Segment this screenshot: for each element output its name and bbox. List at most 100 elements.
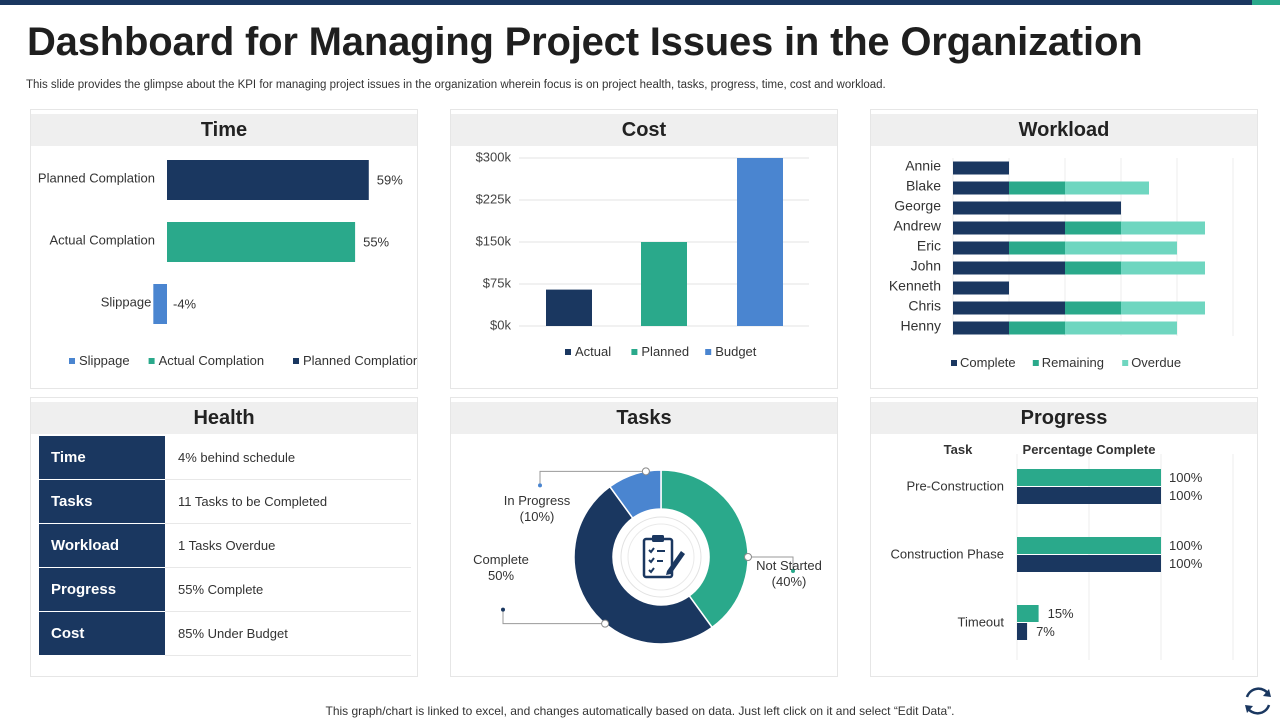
health-value: 55% Complete	[165, 567, 411, 612]
progress-task-label: Construction Phase	[891, 546, 1004, 561]
tasks-leader-dot	[538, 483, 542, 488]
tasks-slice-label: (10%)	[520, 509, 555, 524]
health-table: Time 4% behind schedule Tasks 11 Tasks t…	[39, 436, 411, 656]
progress-value-label: 100%	[1169, 488, 1203, 503]
time-bar	[167, 160, 369, 200]
tasks-donut-slice	[608, 469, 662, 520]
progress-panel: Progress Task Percentage Complete Pre-Cons…	[870, 397, 1258, 677]
progress-bar	[1017, 605, 1039, 622]
health-value: 1 Tasks Overdue	[165, 523, 411, 568]
tasks-slice-label: (40%)	[772, 574, 807, 589]
cost-bar	[737, 158, 783, 326]
time-value-label: 55%	[363, 234, 389, 249]
top-accent-bar-end	[1252, 0, 1280, 5]
cost-legend-label: Budget	[715, 344, 757, 359]
workload-bar-segment	[953, 321, 1009, 335]
health-value: 4% behind schedule	[165, 436, 411, 480]
cost-panel-title: Cost	[451, 114, 837, 146]
workload-legend-label: Complete	[960, 355, 1016, 370]
workload-name-label: Henny	[901, 318, 941, 334]
time-panel: Time Planned Complation 59% Actual Complat…	[30, 109, 418, 389]
cost-bar	[641, 242, 687, 326]
cost-y-tick: $225k	[476, 191, 512, 206]
cost-panel: Cost $0k $75k $150k $225k $300k Actual Planned…	[450, 109, 838, 389]
cost-y-tick: $0k	[490, 317, 511, 332]
time-chart[interactable]: Planned Complation 59% Actual Complation 55…	[31, 110, 417, 388]
workload-legend-swatch	[951, 360, 957, 366]
workload-bar-segment	[1065, 321, 1177, 335]
workload-name-label: Blake	[906, 178, 941, 194]
progress-column-header: Percentage Complete	[1023, 442, 1156, 457]
workload-name-label: Annie	[905, 158, 941, 174]
workload-bar-segment	[1009, 321, 1065, 335]
tasks-leader-anchor	[641, 467, 650, 476]
workload-bar-segment	[953, 261, 1065, 275]
top-accent-bar	[0, 0, 1252, 5]
health-value: 11 Tasks to be Completed	[165, 479, 411, 524]
cost-y-tick: $75k	[483, 275, 512, 290]
progress-value-label: 100%	[1169, 470, 1203, 485]
time-bar	[153, 284, 167, 324]
cost-chart[interactable]: $0k $75k $150k $225k $300k Actual Planned Budge…	[451, 110, 837, 388]
time-bar	[167, 222, 356, 262]
workload-legend-swatch	[1122, 360, 1129, 366]
tasks-slice-label: 50%	[488, 568, 514, 583]
workload-bar-segment	[953, 241, 1009, 255]
page-title: Dashboard for Managing Project Issues in…	[27, 20, 1143, 64]
workload-bar-segment	[1065, 181, 1149, 195]
time-category-label: Actual Complation	[50, 232, 156, 247]
tasks-panel-title: Tasks	[451, 402, 837, 434]
workload-bar-segment	[1009, 181, 1065, 195]
health-panel: Health Time 4% behind schedule Tasks 11 …	[30, 397, 418, 677]
workload-panel: Workload Annie Blake George Andrew Eric John K…	[870, 109, 1258, 389]
cost-bar	[546, 289, 592, 326]
tasks-leader-anchor	[601, 619, 610, 628]
workload-bar-segment	[1065, 261, 1121, 275]
time-legend-swatch	[148, 358, 155, 364]
progress-value-label: 100%	[1169, 538, 1203, 553]
progress-value-label: 15%	[1048, 606, 1074, 621]
workload-bar-segment	[1121, 301, 1205, 315]
tasks-leader-dot	[791, 569, 795, 573]
progress-bar	[1017, 555, 1161, 572]
tasks-leader-line	[539, 470, 646, 486]
workload-name-label: Chris	[908, 298, 941, 314]
tasks-leader-line	[502, 609, 606, 625]
tasks-donut-slice	[573, 485, 714, 645]
cost-y-tick: $300k	[476, 149, 512, 164]
cost-legend-label: Planned	[641, 344, 689, 359]
workload-name-label: Kenneth	[889, 278, 941, 294]
tasks-panel: Tasks Not Started (40%) Complete 50% In Prog…	[450, 397, 838, 677]
clipboard-checklist-icon	[642, 535, 685, 579]
health-row-tasks: Tasks 11 Tasks to be Completed	[39, 479, 411, 524]
health-key: Tasks	[39, 479, 165, 524]
time-category-label: Slippage	[101, 294, 152, 309]
time-legend-swatch	[69, 358, 75, 364]
progress-panel-title: Progress	[871, 402, 1257, 434]
health-value: 85% Under Budget	[165, 611, 411, 656]
tasks-leader-dot	[501, 607, 505, 612]
footer-note: This graph/chart is linked to excel, and…	[325, 704, 955, 718]
progress-task-label: Timeout	[958, 614, 1005, 629]
time-legend-label: Slippage	[79, 353, 130, 368]
tasks-slice-label: In Progress	[504, 493, 571, 508]
progress-chart[interactable]: Task Percentage Complete Pre-Construction 1…	[871, 398, 1257, 676]
health-panel-title: Health	[31, 402, 417, 434]
workload-bar-segment	[1065, 301, 1121, 315]
workload-bar-segment	[953, 221, 1065, 235]
progress-value-label: 100%	[1169, 556, 1203, 571]
tasks-leader-line	[748, 556, 794, 571]
health-key: Cost	[39, 611, 165, 656]
health-row-cost: Cost 85% Under Budget	[39, 611, 411, 656]
workload-chart[interactable]: Annie Blake George Andrew Eric John Kenneth Chr…	[871, 110, 1257, 388]
workload-legend-label: Remaining	[1042, 355, 1104, 370]
health-key: Time	[39, 436, 165, 480]
workload-bar-segment	[1121, 261, 1205, 275]
progress-bar	[1017, 537, 1161, 554]
refresh-icon[interactable]	[1240, 683, 1276, 719]
workload-name-label: John	[911, 258, 941, 274]
time-legend-label: Planned Complation	[303, 353, 417, 368]
health-row-workload: Workload 1 Tasks Overdue	[39, 523, 411, 568]
health-row-progress: Progress 55% Complete	[39, 567, 411, 612]
